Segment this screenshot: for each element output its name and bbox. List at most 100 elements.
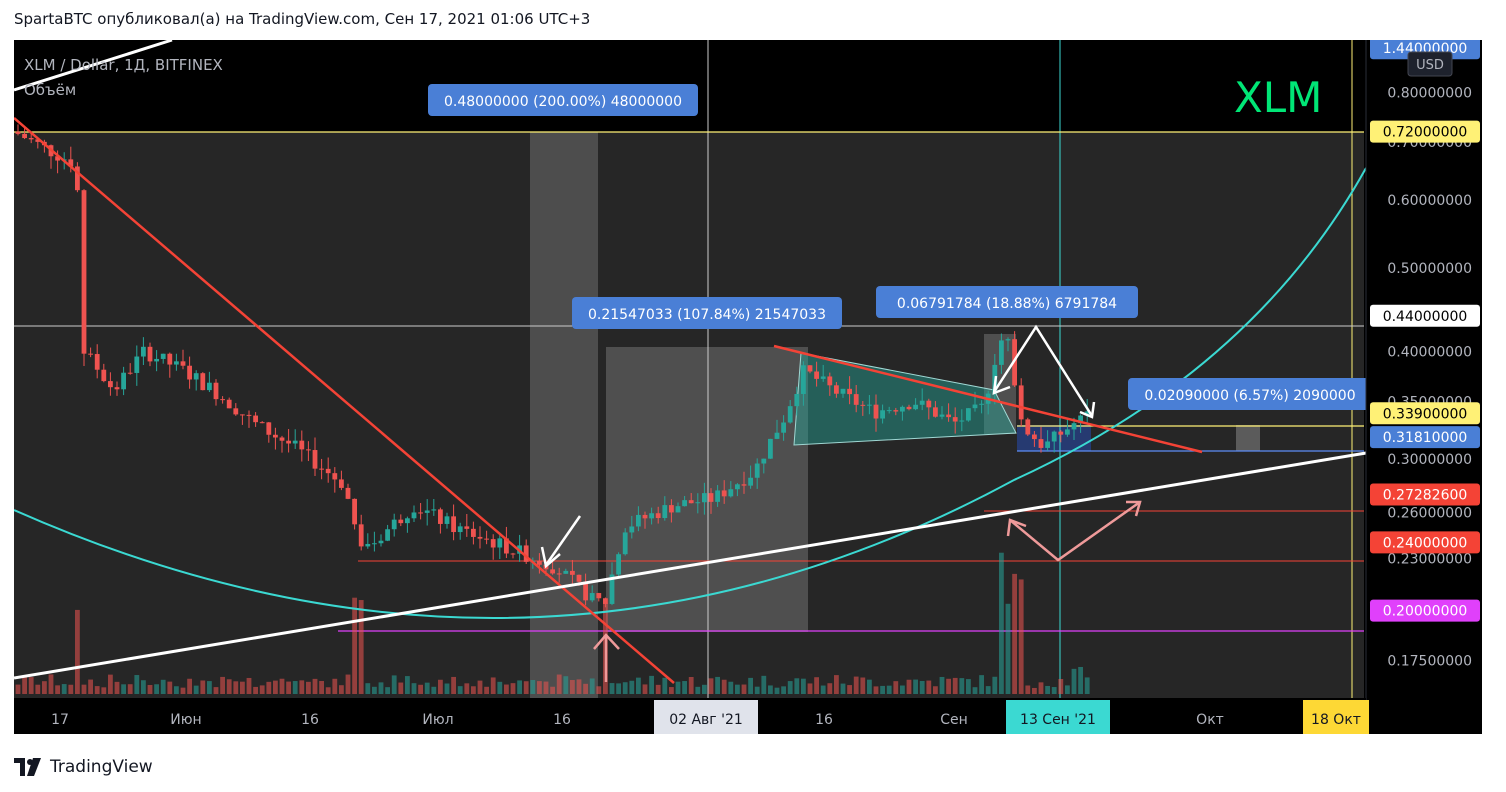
candle-149: [999, 333, 1004, 374]
volume-bar-66: [451, 676, 456, 694]
candle-39: [273, 427, 278, 450]
volume-bar-108: [728, 681, 734, 694]
currency-button[interactable]: [1407, 51, 1453, 77]
candle-136: [913, 398, 918, 411]
projection-zone: [1236, 425, 1260, 451]
candle-117: [787, 400, 793, 424]
xlm-watermark: XLM: [1234, 73, 1322, 122]
volume-bar-159: [1065, 685, 1070, 694]
candle-146: [979, 400, 984, 414]
svg-text:17: 17: [51, 712, 69, 728]
volume-bar-21: [154, 684, 159, 694]
candle-154: [1032, 430, 1037, 447]
candle-134: [900, 405, 905, 421]
zigzag-arrow: [992, 324, 1094, 417]
candle-20: [147, 342, 153, 367]
measure-label-1: 0.48000000 (200.00%) 48000000: [428, 84, 698, 116]
volume-bar-24: [174, 686, 179, 694]
svg-text:Июн: Июн: [170, 712, 201, 728]
volume-bar-99: [669, 687, 674, 694]
candle-42: [292, 429, 298, 449]
volume-bar-18: [134, 675, 140, 694]
volume-bar-7: [61, 684, 67, 694]
volume-bar-44: [306, 681, 311, 694]
candle-54: [372, 531, 377, 552]
volume-bar-0: [15, 684, 21, 694]
candle-126: [847, 376, 852, 405]
down-trendline: [14, 117, 675, 684]
price-tick-5: 0.40000000: [1387, 344, 1472, 360]
volume-bar-68: [464, 683, 470, 694]
volume-bar-107: [721, 679, 727, 694]
chart-area[interactable]: XLM / Dollar, 1Д, BITFINEX Объём XLM 0.4…: [14, 40, 1482, 734]
arc-curve: [14, 167, 1367, 619]
volume-bar-26: [187, 678, 192, 694]
volume-bar-37: [259, 685, 265, 694]
candle-22: [160, 353, 166, 364]
candle-75: [510, 552, 516, 559]
candle-95: [642, 511, 648, 529]
volume-bar-111: [748, 677, 753, 694]
time-label-9: Окт: [1196, 712, 1224, 728]
candle-123: [827, 372, 833, 396]
candle-90: [609, 562, 615, 606]
volume-bar-112: [754, 686, 760, 694]
candle-155: [1038, 426, 1044, 453]
volume-bar-139: [933, 686, 938, 694]
candle-86: [583, 573, 588, 606]
candle-127: [853, 385, 859, 413]
candle-56: [385, 524, 390, 542]
volume-bar-148: [992, 676, 998, 694]
volume-bar-23: [167, 681, 173, 694]
volume-bar-149: [999, 552, 1004, 694]
svg-text:Июл: Июл: [422, 712, 453, 728]
volume-bar-64: [438, 679, 443, 694]
price-badge-5: 0.27282600: [1370, 483, 1480, 506]
volume-bar-136: [913, 679, 918, 694]
volume-bar-77: [523, 681, 529, 694]
candle-139: [933, 401, 938, 418]
volume-bar-13: [101, 687, 107, 694]
volume-bar-105: [708, 678, 714, 694]
svg-text:0.72000000: 0.72000000: [1383, 125, 1468, 141]
candle-79: [537, 553, 542, 574]
volume-legend: Объём: [24, 81, 76, 99]
volume-bar-49: [339, 685, 344, 694]
candle-83: [563, 568, 569, 574]
volume-bar-86: [583, 683, 588, 694]
price-tick-9: 0.80000000: [1387, 85, 1472, 101]
candle-144: [966, 408, 971, 422]
candle-37: [259, 421, 265, 424]
svg-text:16: 16: [815, 712, 833, 728]
candle-152: [1018, 378, 1024, 427]
candle-23: [167, 352, 173, 378]
candle-44: [306, 441, 311, 462]
candle-113: [761, 458, 767, 474]
candle-40: [279, 435, 285, 453]
volume-bar-31: [220, 676, 225, 694]
upper-white-line: [14, 40, 173, 92]
volume-bar-114: [768, 685, 773, 694]
candle-17: [127, 363, 133, 375]
volume-bar-5: [48, 674, 54, 694]
volume-bars: [15, 552, 1090, 694]
candle-18: [134, 345, 140, 386]
time-label-6: 16: [815, 712, 833, 728]
candle-31: [220, 396, 225, 404]
svg-text:0.48000000 (200.00%) 48000000: 0.48000000 (200.00%) 48000000: [444, 94, 682, 110]
candle-28: [200, 372, 206, 391]
svg-text:Окт: Окт: [1196, 712, 1224, 728]
volume-bar-40: [279, 678, 285, 694]
candle-159: [1065, 417, 1070, 437]
volume-bar-135: [906, 679, 912, 694]
candle-48: [332, 467, 338, 493]
price-tick-3: 0.30000000: [1387, 452, 1472, 468]
svg-text:16: 16: [301, 712, 319, 728]
price-chart[interactable]: XLM / Dollar, 1Д, BITFINEX Объём XLM 0.4…: [14, 40, 1482, 734]
candle-99: [669, 499, 674, 523]
currency-label: USD: [1416, 58, 1444, 73]
candle-142: [952, 407, 958, 434]
candle-62: [424, 499, 430, 526]
candle-118: [794, 386, 800, 416]
candle-41: [286, 429, 291, 453]
